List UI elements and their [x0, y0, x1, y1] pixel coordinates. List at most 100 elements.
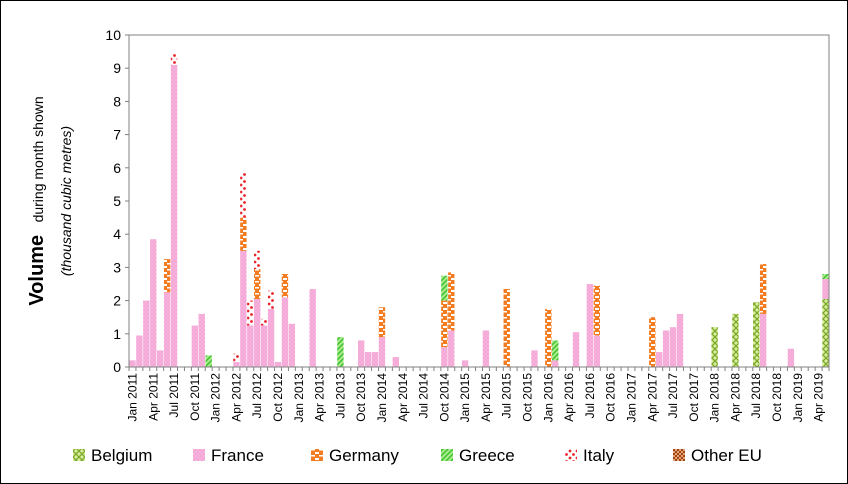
y-tick-label: 4 — [113, 226, 121, 242]
x-tick-label: Jul 2012 — [250, 373, 264, 419]
bars-layer — [129, 53, 829, 367]
bar-france — [656, 352, 663, 367]
legend-label-other-eu: Other EU — [691, 446, 762, 465]
x-tick-label: Apr 2014 — [396, 373, 410, 422]
bar-italy — [170, 53, 178, 65]
bar-france — [593, 335, 601, 367]
bar-greece — [822, 274, 829, 280]
bar-belgium — [732, 313, 739, 367]
bar-germany — [441, 300, 448, 348]
x-axis-ticks: Jan 2011 Apr 2011 Jul 2011 Oct 2011 Jan 2012… — [126, 367, 830, 422]
bar-italy — [260, 318, 268, 326]
bar-france — [198, 313, 205, 367]
y-tick-label: 6 — [113, 160, 121, 176]
bar-greece — [205, 355, 212, 367]
x-tick-label: Jul 2013 — [333, 373, 347, 419]
legend-swatch-germany — [311, 449, 323, 461]
bar-greece — [337, 337, 344, 367]
y-axis-title-qualifier: during month shown — [30, 96, 46, 222]
plot-area — [128, 34, 830, 368]
bar-france — [676, 313, 684, 367]
x-tick-label: Apr 2017 — [645, 373, 659, 422]
bar-france — [143, 300, 150, 367]
x-tick-label: Oct 2014 — [437, 373, 451, 422]
legend-swatch-greece — [441, 449, 453, 461]
x-tick-label: Apr 2011 — [146, 373, 160, 421]
bar-france — [274, 362, 282, 367]
y-tick-label: 2 — [113, 293, 121, 309]
bar-germany — [448, 272, 455, 331]
bar-france — [240, 250, 247, 367]
bar-france — [357, 340, 365, 367]
bar-france — [371, 352, 379, 367]
x-tick-label: Jul 2016 — [583, 373, 597, 419]
legend-label-france: France — [211, 446, 264, 465]
bar-germany — [254, 269, 261, 299]
x-tick-label: Apr 2012 — [229, 373, 243, 422]
bar-france — [170, 64, 178, 367]
y-tick-label: 7 — [113, 127, 121, 143]
bar-italy — [247, 300, 254, 326]
bar-france — [157, 350, 164, 367]
bar-france — [531, 350, 538, 367]
x-tick-label: Jan 2018 — [708, 373, 722, 423]
legend-swatch-other-eu — [673, 449, 685, 461]
bar-belgium — [822, 298, 829, 367]
x-tick-label: Jul 2011 — [167, 373, 181, 418]
bar-france — [136, 335, 143, 367]
y-axis-title: Volume during month shown — [26, 96, 48, 305]
bar-france — [163, 292, 171, 367]
bar-france — [759, 313, 767, 367]
x-tick-label: Oct 2018 — [770, 373, 784, 422]
bar-germany — [503, 288, 510, 367]
y-tick-label: 8 — [113, 93, 121, 109]
bar-italy — [240, 172, 247, 218]
bar-france — [150, 239, 157, 367]
x-tick-label: Apr 2015 — [479, 373, 493, 422]
bar-france — [482, 330, 490, 367]
x-tick-label: Jan 2017 — [625, 373, 639, 423]
bar-france — [267, 308, 275, 367]
x-tick-label: Jan 2015 — [458, 373, 472, 423]
bar-italy — [233, 353, 240, 363]
bar-france — [364, 352, 372, 367]
legend-label-italy: Italy — [583, 446, 615, 465]
bar-germany — [649, 317, 656, 367]
bar-italy — [267, 290, 275, 309]
x-tick-label: Apr 2019 — [812, 373, 826, 422]
y-tick-label: 3 — [113, 259, 121, 275]
legend-label-greece: Greece — [459, 446, 515, 465]
bar-france — [233, 362, 240, 367]
bar-france — [191, 325, 199, 367]
x-tick-label: Jan 2012 — [209, 373, 223, 423]
x-tick-label: Oct 2015 — [521, 373, 535, 422]
x-tick-label: Jan 2011 — [126, 373, 140, 422]
bar-france — [586, 284, 594, 367]
x-tick-label: Oct 2017 — [687, 373, 701, 422]
bar-germany — [545, 308, 552, 367]
bar-france — [129, 360, 136, 367]
y-axis-title-main: Volume — [26, 235, 48, 306]
bar-france — [281, 297, 289, 367]
x-tick-label: Oct 2013 — [354, 373, 368, 422]
legend-label-germany: Germany — [329, 446, 399, 465]
x-tick-label: Apr 2013 — [313, 373, 327, 422]
x-tick-label: Apr 2016 — [562, 373, 576, 422]
y-axis-units: (thousand cubic metres) — [58, 126, 74, 276]
legend-label-belgium: Belgium — [91, 446, 152, 465]
y-tick-label: 1 — [113, 326, 121, 342]
x-tick-label: Oct 2011 — [188, 373, 202, 421]
bar-france — [378, 337, 386, 367]
bar-france — [822, 279, 829, 299]
bar-france — [247, 325, 254, 367]
bar-germany — [593, 285, 601, 336]
x-tick-label: Oct 2012 — [271, 373, 285, 422]
bar-france — [787, 348, 795, 367]
bar-germany — [759, 264, 767, 314]
legend: Belgium France Germany Greece Italy Other EU — [73, 446, 762, 465]
bar-france — [441, 347, 448, 367]
x-tick-label: Jan 2014 — [375, 373, 389, 423]
x-tick-label: Jul 2015 — [500, 373, 514, 419]
